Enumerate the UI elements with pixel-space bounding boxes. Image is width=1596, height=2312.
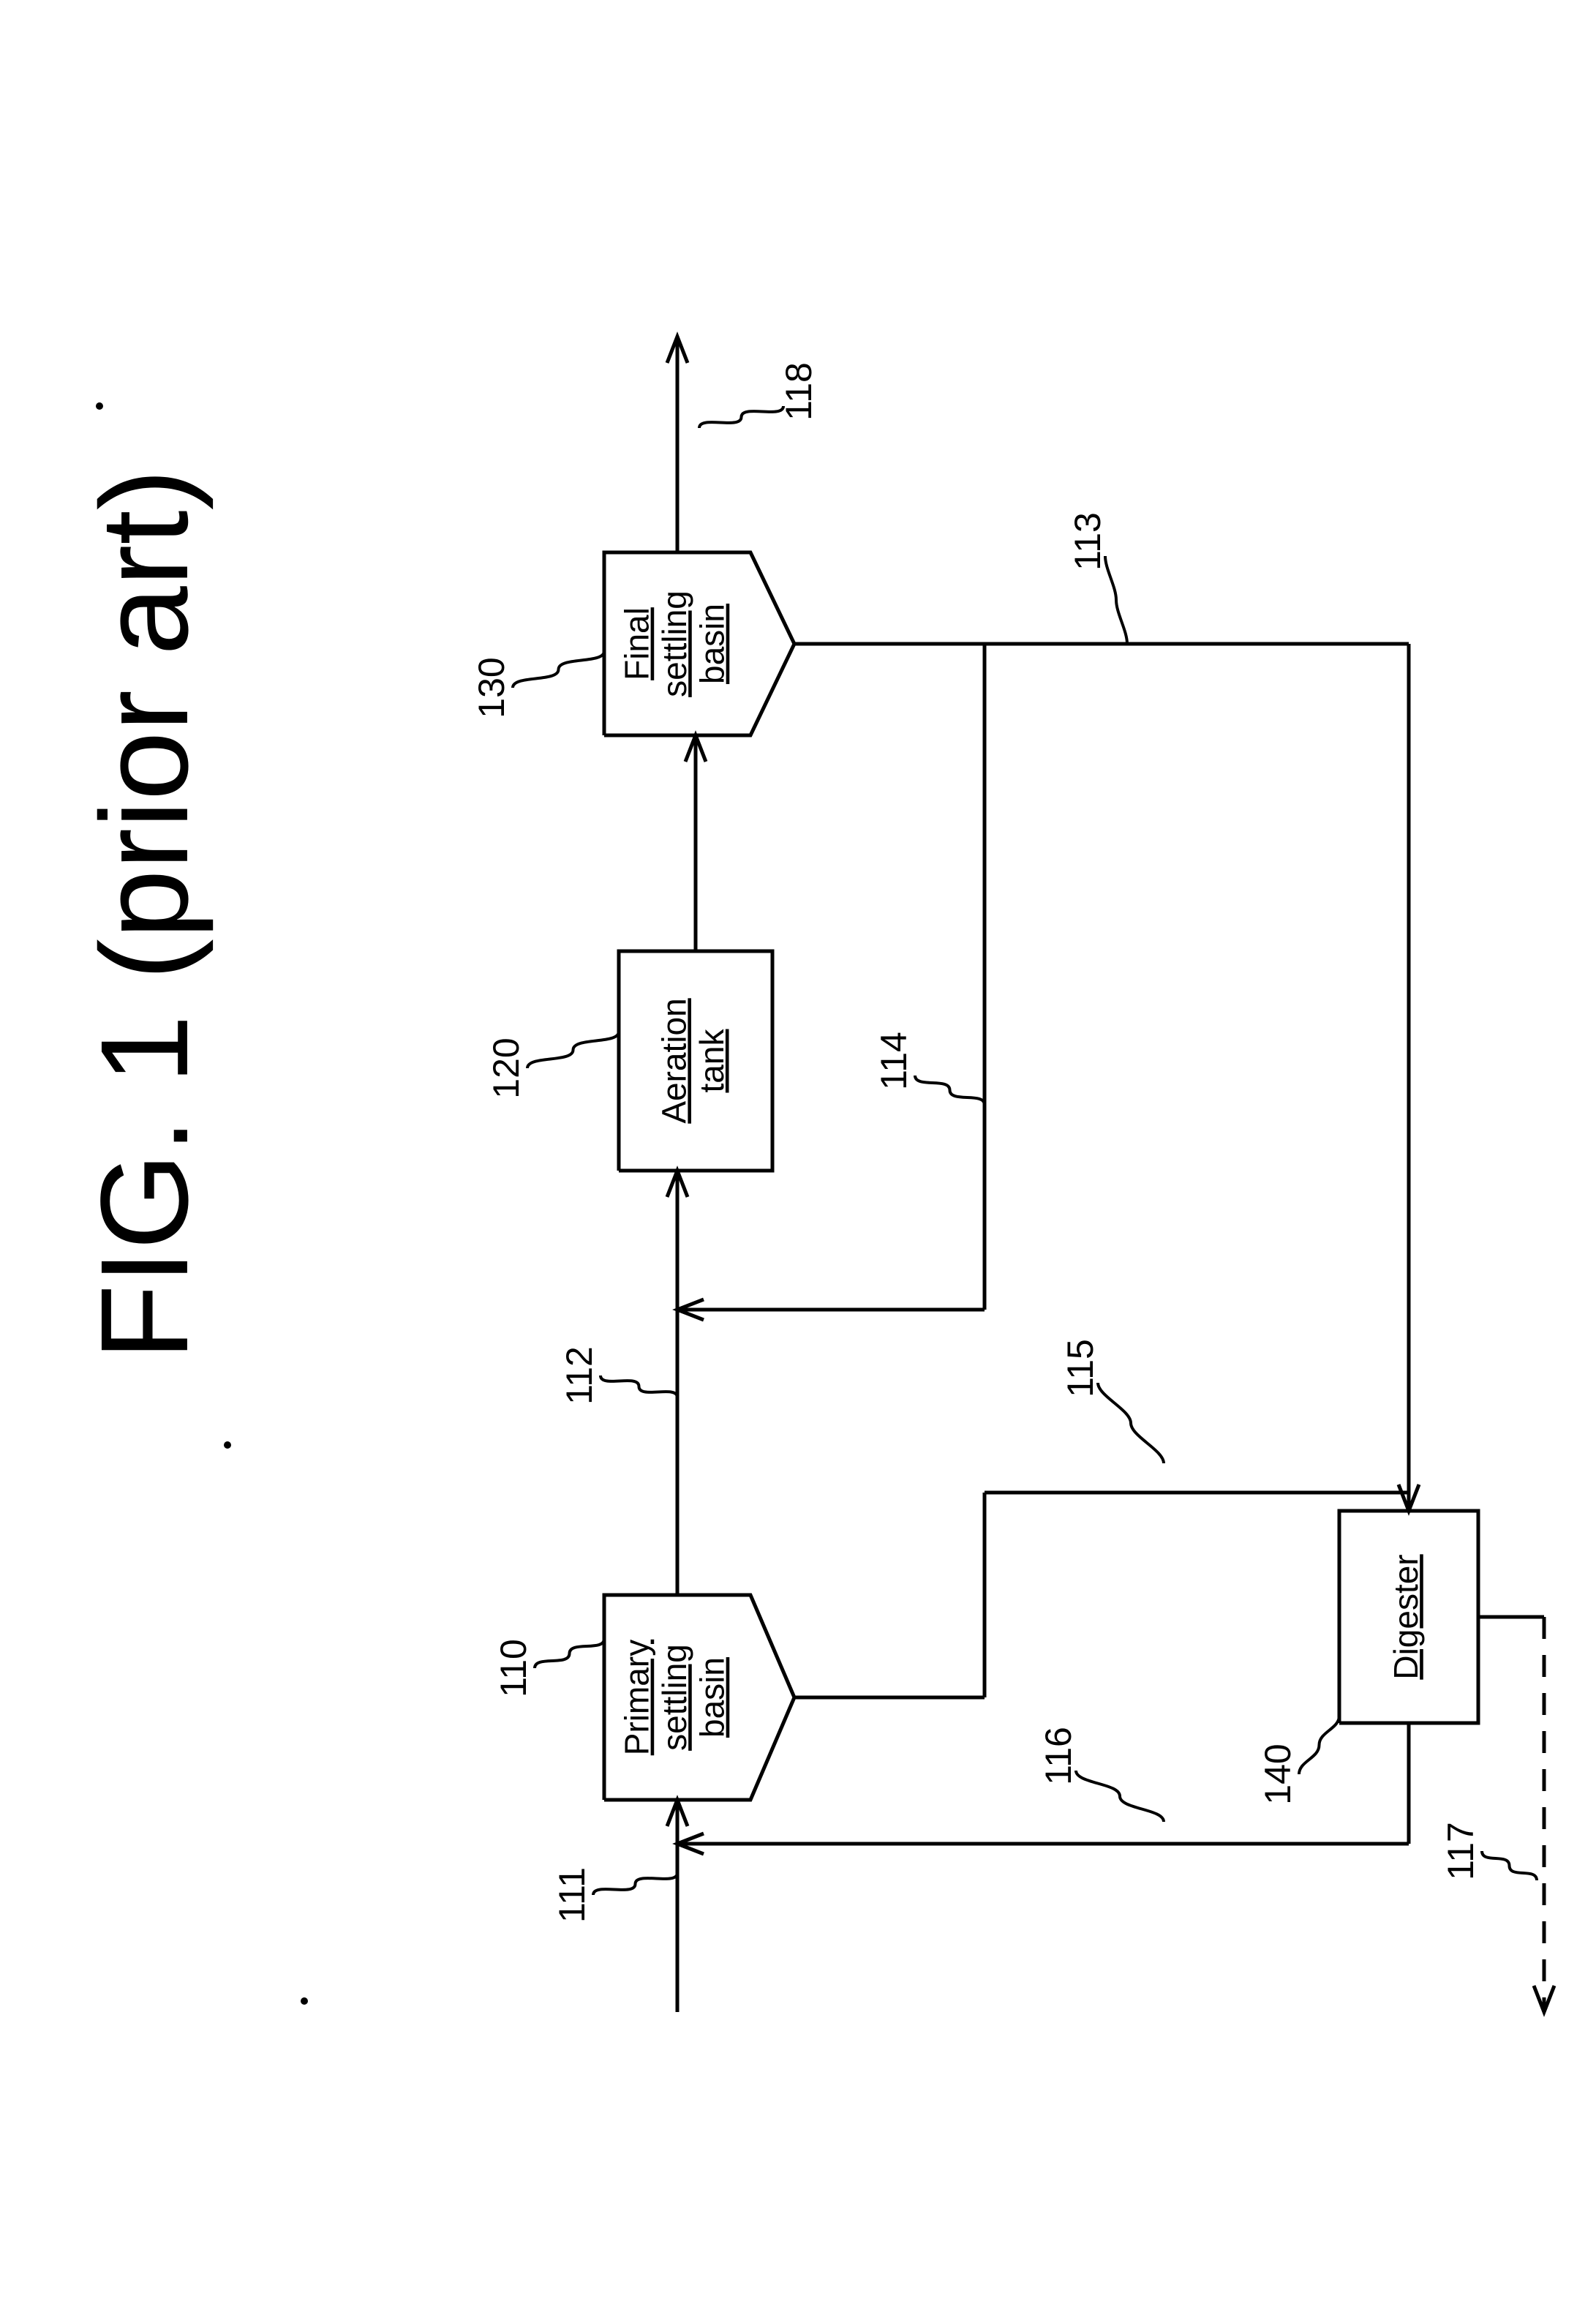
ref-110: 110 bbox=[493, 1639, 534, 1697]
aeration-tank: Aeration bbox=[655, 998, 693, 1123]
ref-115: 115 bbox=[1060, 1339, 1101, 1397]
figure-1-prior-art-diagram: FIG. 1 (prior art)Primarysettlingbasin11… bbox=[0, 0, 1596, 2312]
final-settling-basin: Final bbox=[618, 607, 656, 680]
ref-130: 130 bbox=[471, 657, 512, 718]
ref-113: 113 bbox=[1067, 512, 1108, 571]
primary-settling-basin: settling bbox=[655, 1644, 693, 1751]
ref-112: 112 bbox=[559, 1346, 600, 1405]
ref-120: 120 bbox=[486, 1037, 527, 1098]
ref-111: 111 bbox=[552, 1867, 592, 1923]
ref-118: 118 bbox=[778, 362, 819, 421]
digester: Digester bbox=[1387, 1554, 1425, 1679]
figure-title: FIG. 1 (prior art) bbox=[75, 469, 214, 1360]
ref-117: 117 bbox=[1440, 1822, 1481, 1880]
aeration-tank: tank bbox=[693, 1029, 731, 1093]
final-settling-basin: basin bbox=[693, 604, 731, 684]
primary-settling-basin: Primary bbox=[618, 1640, 656, 1755]
primary-settling-basin: basin bbox=[693, 1657, 731, 1738]
final-settling-basin: settling bbox=[655, 590, 693, 697]
ref-114: 114 bbox=[873, 1032, 914, 1090]
ref-116: 116 bbox=[1038, 1727, 1079, 1785]
ref-140: 140 bbox=[1257, 1744, 1298, 1804]
